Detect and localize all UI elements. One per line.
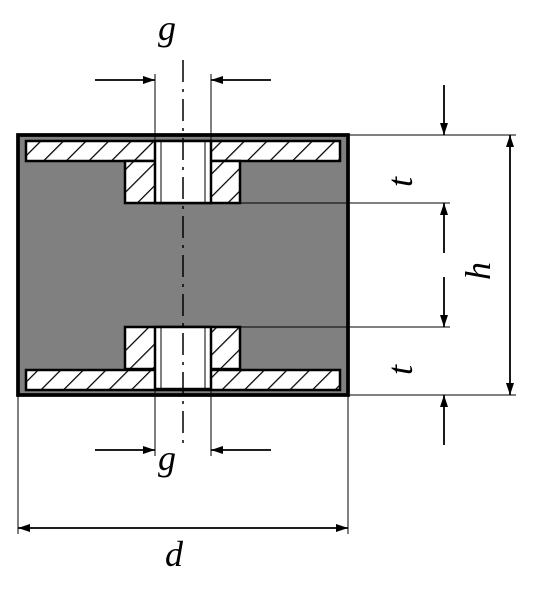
dims.h.label: h [458, 262, 498, 280]
dims.t_top.label: t [380, 176, 420, 187]
dims.t_bot.label: t [380, 364, 420, 375]
dims.d.label: d [165, 534, 184, 574]
dims.g_bot.label: g [158, 438, 176, 478]
dims.g_top.label: g [158, 8, 176, 48]
